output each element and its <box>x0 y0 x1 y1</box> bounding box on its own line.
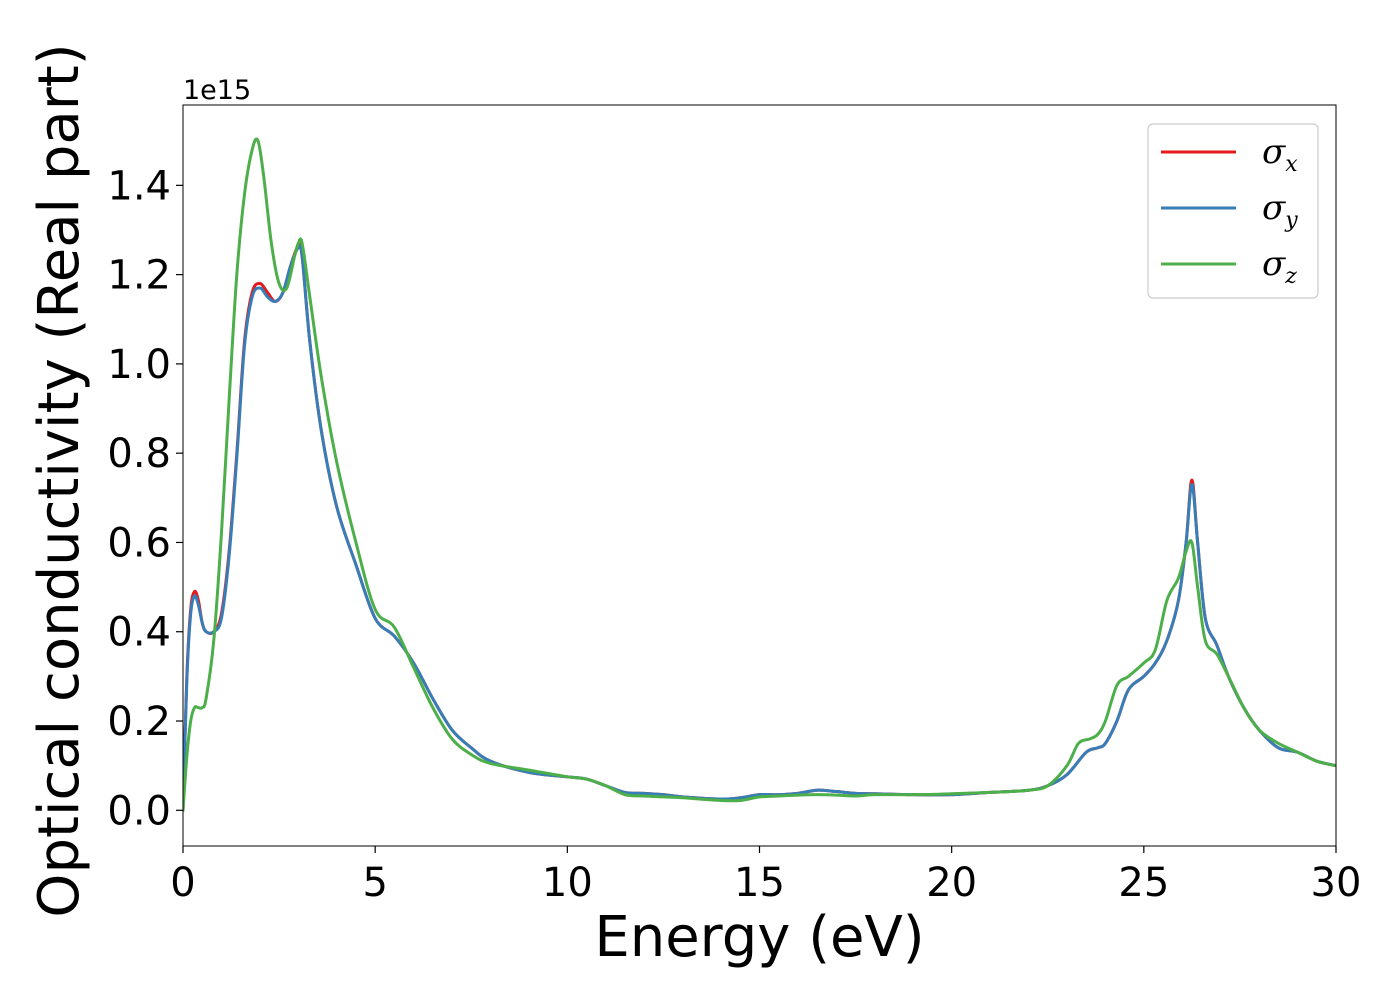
legend-label-base: σ <box>1262 188 1286 228</box>
y-axis-label: Optical conductivity (Real part) <box>27 43 92 917</box>
y-tick-label: 0.8 <box>107 431 171 477</box>
y-axis-ticks: 0.0 0.2 0.4 0.6 0.8 1.0 1.2 1.4 <box>107 163 183 834</box>
legend-label-subscript: z <box>1284 264 1297 289</box>
legend-label-base: σ <box>1262 244 1286 284</box>
y-tick-label: 0.0 <box>107 788 171 834</box>
legend-label-base: σ <box>1262 132 1286 172</box>
y-offset-label: 1e15 <box>183 75 251 106</box>
legend-label-y: σy <box>1262 188 1298 233</box>
series-lines <box>183 137 1336 812</box>
legend-label-subscript: y <box>1284 208 1298 233</box>
x-axis-ticks: 0 5 10 15 20 25 30 <box>170 846 1361 906</box>
x-tick-label: 0 <box>170 860 195 906</box>
x-tick-label: 20 <box>926 860 977 906</box>
legend-label-subscript: x <box>1285 152 1298 177</box>
legend-label-x: σx <box>1262 132 1298 177</box>
y-tick-label: 1.4 <box>107 163 171 209</box>
y-tick-label: 0.6 <box>107 520 171 566</box>
x-tick-label: 30 <box>1311 860 1362 906</box>
legend-label-z: σz <box>1262 244 1297 289</box>
x-axis-label: Energy (eV) <box>594 905 924 970</box>
x-tick-label: 15 <box>734 860 785 906</box>
y-tick-label: 1.0 <box>107 342 171 388</box>
legend-box <box>1147 123 1319 299</box>
y-tick-label: 0.2 <box>107 699 171 745</box>
x-tick-label: 10 <box>542 860 593 906</box>
y-tick-label: 1.2 <box>107 253 171 299</box>
series-line-z <box>183 137 1336 812</box>
y-tick-label: 0.4 <box>107 610 171 656</box>
x-tick-label: 5 <box>362 860 387 906</box>
series-line-y <box>183 244 1336 812</box>
x-tick-label: 25 <box>1118 860 1169 906</box>
